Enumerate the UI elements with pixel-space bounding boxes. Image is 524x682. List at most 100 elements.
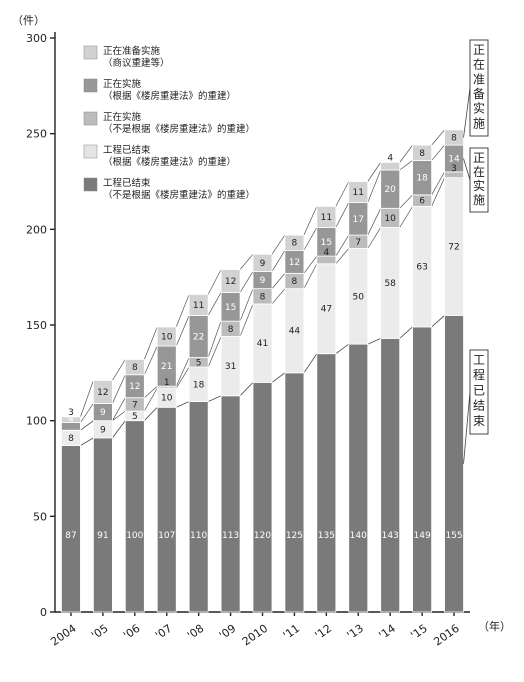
- bar-segment: [220, 269, 241, 293]
- x-tick-label: '05: [89, 622, 110, 642]
- data-label: 120: [254, 531, 271, 541]
- connector-line: [144, 407, 158, 421]
- connector-line: [431, 315, 445, 328]
- bar-segment: [412, 326, 433, 613]
- connector-line: [80, 437, 94, 446]
- connector-line: [367, 169, 382, 203]
- data-label: 155: [445, 531, 462, 541]
- data-label: 7: [355, 238, 361, 248]
- legend-label-line1: 工程已结束: [103, 177, 151, 189]
- connector-line: [335, 202, 350, 228]
- bar-segment: [412, 144, 433, 161]
- data-label: 12: [289, 258, 300, 268]
- connector-line: [271, 372, 286, 383]
- legend-swatch: [83, 144, 98, 159]
- connector-line: [239, 253, 254, 270]
- side-label-box: [469, 39, 489, 137]
- legend-label-line2: （根据《楼房重建法》的重建）: [103, 90, 236, 102]
- x-tick-label: '15: [408, 622, 429, 642]
- legend-label-line1: 正在准备实施: [103, 45, 161, 57]
- data-label: 9: [100, 408, 106, 418]
- legend-label-line2: （不是根据《楼房重建法》的重建）: [103, 123, 255, 135]
- data-labels: 87 91 100 107 110 113 120 125 135 140 143 149 155895…: [65, 133, 462, 541]
- data-label: 18: [416, 174, 428, 184]
- bar-segment: [380, 161, 401, 171]
- connector-line: [112, 359, 126, 381]
- bar-segment: [156, 406, 177, 613]
- legend-label-line2: （商议重建等）: [103, 57, 170, 69]
- data-label: 44: [289, 327, 301, 337]
- connector-line: [176, 401, 190, 408]
- legend-label-line2: （根据《楼房重建法》的重建）: [103, 156, 236, 168]
- side-label-leader: [463, 158, 471, 181]
- connector-line: [239, 382, 254, 397]
- connector-line: [335, 181, 350, 207]
- connector-line: [208, 395, 222, 402]
- connector-line: [207, 269, 222, 295]
- connector-line: [271, 234, 286, 255]
- data-label: 50: [353, 292, 365, 302]
- data-label: 58: [384, 279, 396, 289]
- data-label: 8: [228, 325, 234, 335]
- connector-line: [431, 129, 445, 146]
- data-label: 18: [193, 380, 205, 390]
- y-tick-label: 300: [26, 32, 47, 45]
- connector-line: [399, 326, 413, 339]
- legend-label-line1: 正在实施: [103, 111, 142, 123]
- data-label: 3: [451, 164, 457, 174]
- axes: 050100150200250300（件）2004'05'06'07'08'09…: [12, 14, 511, 649]
- data-label: 12: [225, 277, 236, 287]
- connector-line: [303, 255, 318, 274]
- y-axis-unit-label: （件）: [12, 14, 45, 27]
- data-label: 113: [222, 531, 239, 541]
- data-label: 8: [292, 239, 298, 249]
- connector-line: [271, 273, 286, 289]
- data-label: 12: [129, 382, 140, 392]
- data-label: 3: [68, 408, 74, 418]
- data-label: 10: [161, 332, 173, 342]
- x-tick-label: '11: [281, 622, 302, 642]
- x-axis-unit-label: （年）: [478, 619, 511, 633]
- data-label: 11: [353, 188, 364, 198]
- connector-line: [112, 410, 126, 421]
- connector-line: [367, 227, 381, 249]
- y-tick-label: 200: [26, 223, 47, 236]
- connector-line: [207, 321, 222, 358]
- connector-line: [271, 250, 286, 272]
- data-label: 135: [318, 531, 335, 541]
- connector-line: [367, 338, 381, 345]
- connector-line: [112, 420, 126, 439]
- data-label: 149: [414, 531, 431, 541]
- connector-line: [175, 315, 190, 347]
- y-tick-label: 250: [26, 128, 47, 141]
- connector-line: [399, 194, 413, 209]
- data-label: 6: [419, 197, 425, 207]
- legend-swatch: [83, 45, 98, 60]
- data-label: 8: [292, 277, 298, 287]
- legend-label-line1: 正在实施: [103, 78, 142, 90]
- data-label: 63: [416, 263, 427, 273]
- connector-line: [144, 387, 158, 412]
- connector-line: [239, 303, 254, 337]
- data-label: 72: [448, 243, 459, 253]
- bar-segment: [188, 293, 209, 316]
- bar-segment: [316, 205, 337, 228]
- data-label: 47: [321, 305, 332, 315]
- data-label: 8: [132, 363, 138, 373]
- connector-line: [143, 326, 158, 360]
- data-label: 110: [190, 531, 207, 541]
- side-label-box: [469, 349, 489, 435]
- x-tick-label: '06: [121, 622, 142, 642]
- connector-line: [143, 345, 158, 375]
- data-label: 12: [97, 388, 108, 398]
- connector-line: [431, 177, 445, 207]
- legend-swatch: [83, 177, 98, 192]
- x-tick-label: 2010: [240, 622, 270, 649]
- connector-line: [303, 227, 318, 251]
- data-label: 17: [353, 215, 364, 225]
- data-label: 7: [132, 400, 138, 410]
- bar-segment: [444, 315, 464, 613]
- side-label-text: 正在准备实施: [473, 43, 485, 130]
- data-label: 8: [451, 133, 457, 143]
- data-label: 20: [384, 185, 396, 195]
